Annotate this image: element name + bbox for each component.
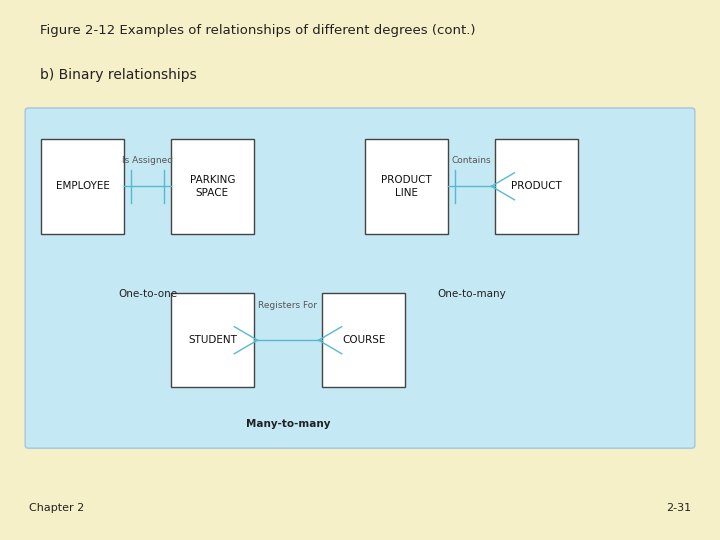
Text: STUDENT: STUDENT <box>188 335 237 345</box>
Bar <box>42 139 125 233</box>
Bar <box>171 139 254 233</box>
Text: One-to-many: One-to-many <box>437 289 506 299</box>
Text: Chapter 2: Chapter 2 <box>29 503 84 512</box>
Text: One-to-one: One-to-one <box>118 289 177 299</box>
Bar <box>495 139 577 233</box>
Text: Contains: Contains <box>451 156 492 165</box>
Text: COURSE: COURSE <box>342 335 385 345</box>
Text: Figure 2-12 Examples of relationships of different degrees (cont.): Figure 2-12 Examples of relationships of… <box>40 24 475 37</box>
Text: PARKING
SPACE: PARKING SPACE <box>189 175 235 198</box>
Text: EMPLOYEE: EMPLOYEE <box>56 181 109 191</box>
Text: PRODUCT: PRODUCT <box>511 181 562 191</box>
Bar <box>365 139 448 233</box>
Text: PRODUCT
LINE: PRODUCT LINE <box>382 175 432 198</box>
Text: Registers For: Registers For <box>258 301 318 310</box>
Bar <box>323 293 405 388</box>
Text: b) Binary relationships: b) Binary relationships <box>40 68 197 82</box>
FancyBboxPatch shape <box>25 108 695 448</box>
Bar <box>171 293 254 388</box>
Text: Many-to-many: Many-to-many <box>246 419 330 429</box>
Text: Is Assigned: Is Assigned <box>122 156 173 165</box>
Text: 2-31: 2-31 <box>666 503 691 512</box>
